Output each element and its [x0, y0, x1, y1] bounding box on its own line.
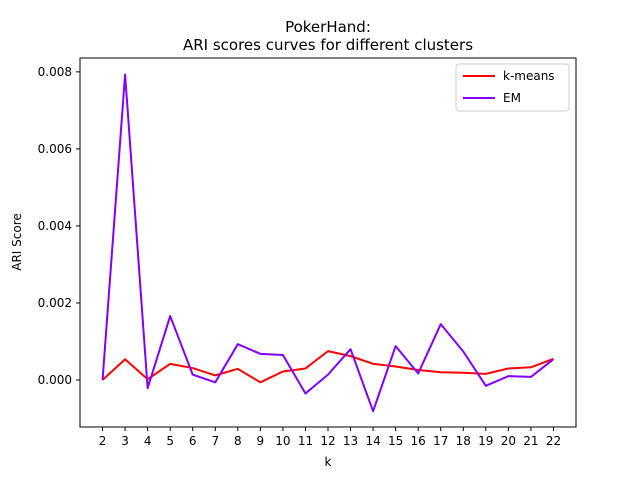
x-tick-label: 4: [144, 434, 152, 448]
y-tick-label: 0.004: [38, 219, 72, 233]
x-tick-label: 18: [456, 434, 471, 448]
x-tick-label: 15: [388, 434, 403, 448]
legend: k-means EM: [455, 63, 570, 112]
x-tick-label: 2: [99, 434, 107, 448]
series-line-em: [101, 73, 555, 413]
x-tick-label: 11: [298, 434, 313, 448]
x-axis-label: k: [325, 455, 332, 469]
chart-title-line-1: PokerHand:: [285, 18, 371, 36]
x-tick-label: 19: [478, 434, 493, 448]
y-axis-label: ARI Score: [10, 213, 24, 271]
x-tick-label: 22: [546, 434, 561, 448]
y-tick-label: 0.008: [38, 65, 72, 79]
x-tick-label: 14: [365, 434, 380, 448]
x-tick-label: 17: [433, 434, 448, 448]
legend-label-k-means: k-means: [503, 69, 555, 83]
x-tick-label: 6: [189, 434, 197, 448]
x-tick-label: 20: [501, 434, 516, 448]
x-tick-label: 13: [343, 434, 358, 448]
chart-title-line-2: ARI scores curves for different clusters: [183, 36, 473, 54]
x-tick-label: 16: [411, 434, 426, 448]
x-tick-label: 10: [275, 434, 290, 448]
ticks-layer: 2 3 4 5 6 7 8 9 10 11 12 13 14 15 16 17 18 19 20 21 220.0000…: [38, 65, 561, 448]
x-tick-label: 9: [257, 434, 265, 448]
series-line-k-means: [101, 350, 554, 384]
y-tick-label: 0.002: [38, 296, 72, 310]
x-tick-label: 5: [166, 434, 174, 448]
legend-label-em: EM: [503, 91, 521, 105]
series-layer: [101, 73, 555, 413]
y-tick-label: 0.000: [38, 373, 72, 387]
x-tick-label: 8: [234, 434, 242, 448]
x-tick-label: 12: [320, 434, 335, 448]
x-tick-label: 7: [211, 434, 219, 448]
x-tick-label: 3: [121, 434, 129, 448]
plot-frame: [79, 57, 577, 428]
y-tick-label: 0.006: [38, 142, 72, 156]
x-tick-label: 21: [523, 434, 538, 448]
